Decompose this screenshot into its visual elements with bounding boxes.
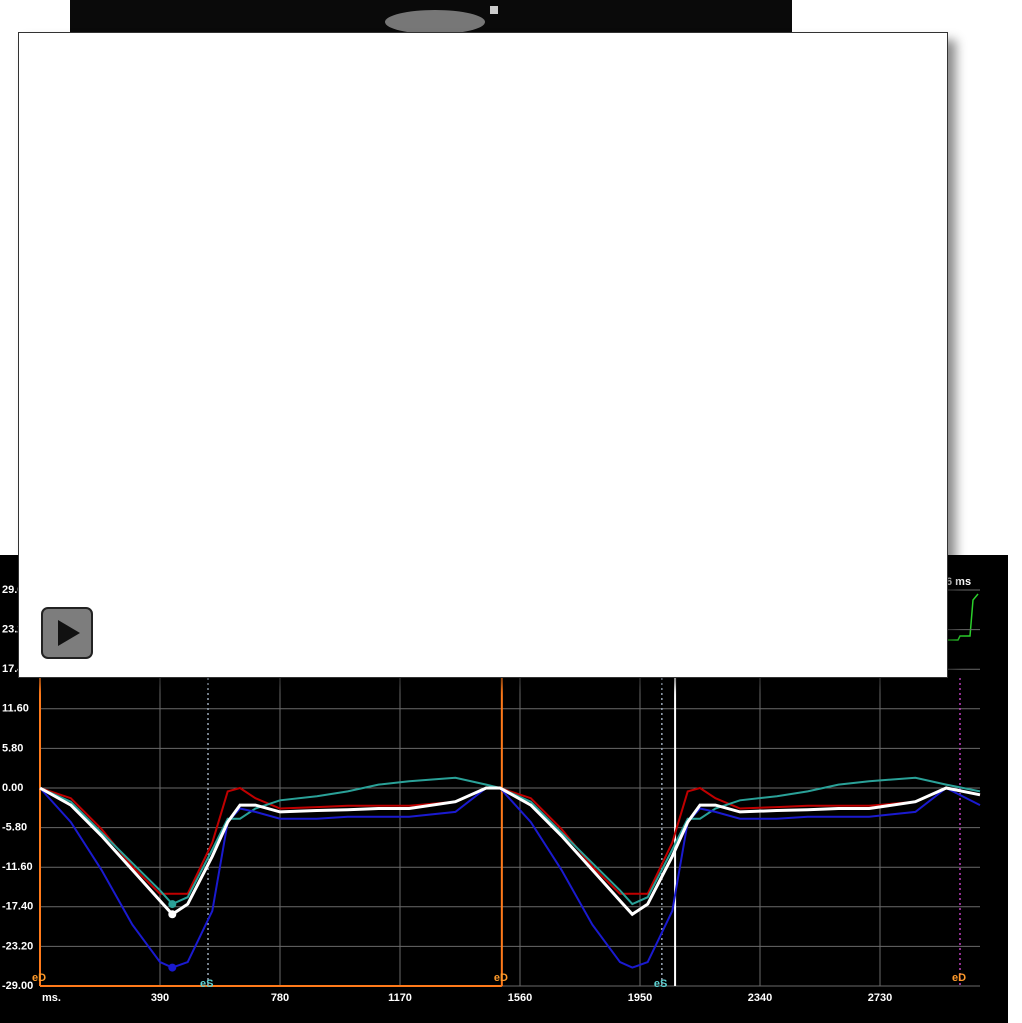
event-label: eD [952, 972, 966, 984]
y-tick-label: 5.80 [2, 742, 23, 754]
y-tick-label: 0.00 [2, 782, 23, 794]
x-tick-label: ms. [42, 992, 61, 1004]
y-tick-label: -29.00 [2, 980, 33, 992]
x-tick-label: 390 [151, 992, 169, 1004]
y-tick-label: -5.80 [2, 822, 27, 834]
x-tick-label: 2730 [868, 992, 892, 1004]
y-tick-label: -17.40 [2, 901, 33, 913]
y-tick-label: -11.60 [2, 861, 33, 873]
event-label: eD [494, 972, 508, 984]
play-button[interactable] [41, 607, 93, 659]
peak-point [168, 964, 176, 972]
y-tick-label: 11.60 [2, 703, 29, 715]
screen: 6 ms 29.0023.2017.4011.605.800.00-5.80-1… [0, 0, 1022, 1023]
x-tick-label: 2340 [748, 992, 772, 1004]
peak-point [168, 900, 176, 908]
event-label: eS [200, 978, 213, 990]
peak-point [168, 910, 176, 918]
echo-image [385, 10, 485, 34]
echo-icon [490, 6, 498, 14]
event-label: eD [32, 972, 46, 984]
x-tick-label: 1560 [508, 992, 532, 1004]
x-tick-label: 1170 [388, 992, 412, 1004]
annotation: 6 ms [946, 576, 971, 588]
x-tick-label: 780 [271, 992, 289, 1004]
y-tick-label: -23.20 [2, 940, 33, 952]
event-label: eS [654, 978, 667, 990]
x-tick-label: 1950 [628, 992, 652, 1004]
video-overlay [18, 32, 948, 678]
